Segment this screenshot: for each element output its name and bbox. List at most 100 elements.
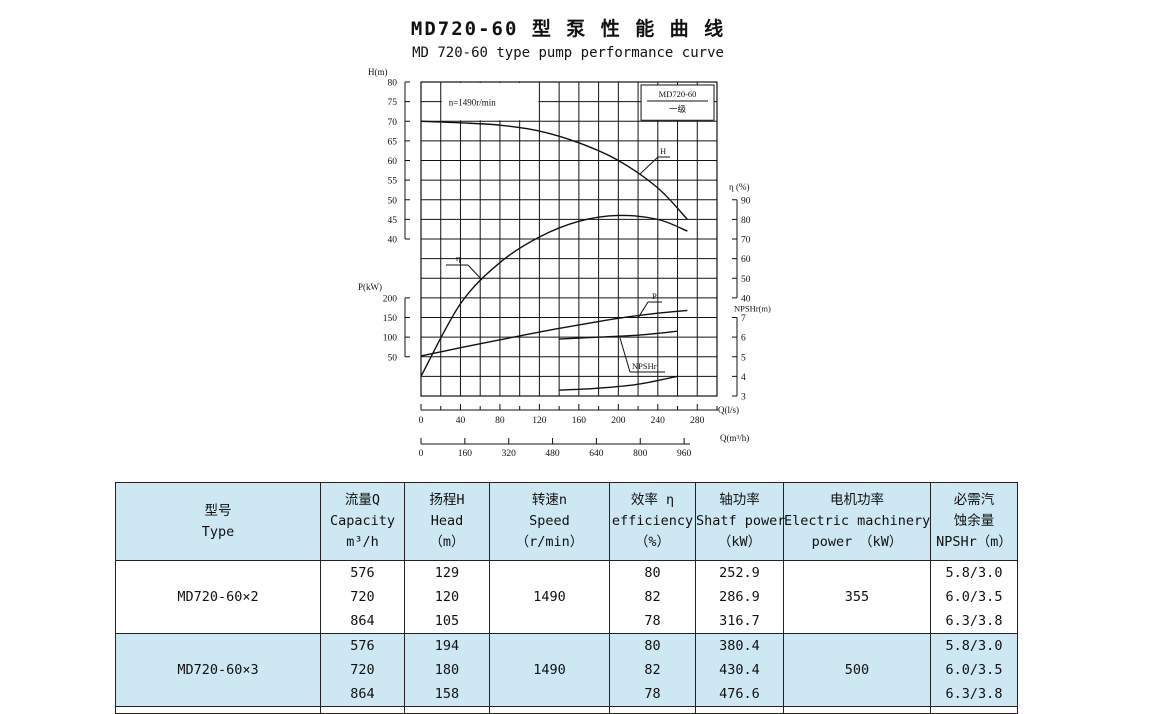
q-m3h-tick-label: 960	[677, 449, 692, 459]
h-tick-label: 80	[388, 79, 398, 89]
chart-labels: 807570656055504540H(m)20015010050P(kW)90…	[358, 67, 771, 459]
header-cn: 效率 η	[630, 492, 675, 508]
speed-label: n=1490r/min	[449, 98, 497, 108]
h-tick-label: 70	[388, 118, 398, 128]
header-unit: （m）	[429, 534, 465, 550]
eta-tick-label: 50	[741, 275, 751, 285]
cell-capacity: 720	[350, 662, 375, 678]
table-row: MD720-60×2 576 720 864 129 120 105 1490 80 82 78 25…	[115, 560, 1018, 634]
speed-box	[441, 83, 539, 121]
q-ls-tick-label: 120	[532, 416, 547, 426]
q-ls-tick-label: 40	[456, 416, 466, 426]
eta-tick-label: 60	[741, 255, 751, 265]
table-header-row: 型号 Type 流量Q Capacity m³/h 扬程H Head （m） 转速n Speed （…	[115, 482, 1018, 561]
h-tick-label: 50	[388, 196, 398, 206]
cell-npshr: 5.8/3.0	[945, 638, 1003, 654]
header-unit: NPSHr（m）	[936, 534, 1012, 550]
npshr-tick-label: 3	[741, 393, 746, 403]
h-tick-label: 45	[388, 216, 398, 226]
chart-axes	[404, 81, 738, 445]
h-tick-label: 75	[388, 98, 398, 108]
cell-efficiency: 80	[644, 565, 661, 581]
table-row-partial	[115, 706, 1018, 714]
eta-axis-label: η (%)	[729, 182, 749, 192]
cell-shaft-power: 286.9	[719, 589, 760, 605]
q-ls-tick-label: 160	[572, 416, 587, 426]
cell-capacity: 864	[350, 613, 375, 629]
npshr-tick-label: 6	[741, 334, 746, 344]
header-cn: 型号	[204, 502, 232, 519]
header-en: 蚀余量	[953, 513, 995, 529]
cell-capacity: 576	[350, 565, 375, 581]
curve-label-eta-leader	[467, 264, 483, 281]
legend-stage: 一级	[669, 104, 687, 114]
cell-npshr: 6.3/3.8	[945, 686, 1003, 702]
header-col-4: 效率 η efficiency （%）	[609, 482, 696, 561]
page-title: MD720-60 型 泵 性 能 曲 线	[410, 18, 726, 40]
q-ls-tick-label: 240	[651, 416, 666, 426]
header-unit: （kW）	[717, 534, 762, 550]
cell-head: 105	[434, 613, 460, 629]
curve-h	[420, 120, 688, 220]
header-unit: m³/h	[346, 534, 379, 550]
curve-npshr-lower	[559, 375, 678, 391]
cell-capacity: 576	[350, 638, 375, 654]
header-cn: 电机功率	[830, 492, 884, 508]
header-col-7: 必需汽蚀余量 NPSHr（m）	[930, 482, 1018, 561]
legend-model: MD720-60	[659, 89, 697, 99]
q-m3h-tick-label: 160	[458, 449, 473, 459]
header-cn: 流量Q	[344, 492, 381, 508]
cell-motor-power: 500	[783, 633, 931, 707]
header-col-3: 转速n Speed （r/min）	[489, 482, 610, 561]
q-ls-tick-label: 200	[611, 416, 626, 426]
eta-tick-label: 70	[741, 236, 751, 246]
cell-efficiency: 82	[644, 662, 661, 678]
h-axis-label: H(m)	[368, 67, 388, 77]
spec-table: 型号 Type 流量Q Capacity m³/h 扬程H Head （m） 转速n Speed （…	[115, 482, 1018, 714]
q-m3h-tick-label: 640	[589, 449, 604, 459]
p-tick-label: 50	[388, 353, 398, 363]
npshr-tick-label: 7	[741, 314, 746, 324]
cell-efficiency: 82	[644, 589, 661, 605]
h-tick-label: 60	[388, 157, 398, 167]
curve-label-p: P	[652, 291, 657, 301]
cell-shaft-power: 476.6	[719, 686, 760, 702]
cell-speed: 1490	[489, 633, 610, 707]
cell-shaft-power: 380.4	[719, 638, 760, 654]
header-en: Electric machinery	[784, 513, 931, 529]
h-tick-label: 65	[388, 137, 398, 147]
npshr-axis-label: NPSHr(m)	[734, 304, 771, 314]
header-col-0: 型号 Type	[115, 482, 321, 561]
q-ls-tick-label: 80	[495, 416, 505, 426]
header-cn: 轴功率	[719, 492, 760, 508]
curve-label-eta: η	[456, 253, 460, 263]
header-col-5: 轴功率 Shatf power （kW）	[695, 482, 785, 561]
curve-label-npshr-leader	[619, 337, 631, 373]
header-en: Speed	[529, 513, 570, 529]
q-m3h-axis-label: Q(m³/h)	[720, 433, 749, 443]
q-m3h-tick-label: 0	[419, 449, 424, 459]
cell-capacity: 720	[350, 589, 375, 605]
cell-head: 194	[434, 638, 460, 654]
header-cn: 必需汽	[953, 492, 995, 508]
p-tick-label: 150	[383, 314, 398, 324]
cell-head: 180	[434, 662, 460, 678]
cell-npshr: 5.8/3.0	[945, 565, 1003, 581]
q-ls-axis-label: Q(l/s)	[718, 405, 739, 415]
table-row: MD720-60×3 576 720 864 194 180 158 1490 80 82 78 38…	[115, 633, 1018, 707]
cell-type: MD720-60×2	[115, 560, 321, 634]
curve-npshr-upper	[559, 330, 678, 340]
header-unit: power （kW）	[811, 534, 903, 550]
curve-label-p-leader	[637, 301, 649, 319]
header-en: efficiency	[611, 513, 694, 529]
curve-eta	[420, 214, 688, 377]
cell-type: MD720-60×3	[115, 633, 321, 707]
p-tick-label: 200	[383, 294, 398, 304]
curve-label-h-leader	[639, 156, 659, 175]
header-en: Head	[430, 513, 464, 529]
header-col-6: 电机功率 Electric machinery power （kW）	[783, 482, 931, 561]
curve-label-npshr: NPSHr	[632, 361, 657, 371]
cell-shaft-power: 430.4	[719, 662, 760, 678]
page-subtitle: MD 720-60 type pump performance curve	[412, 45, 724, 61]
p-axis-label: P(kW)	[358, 282, 382, 292]
